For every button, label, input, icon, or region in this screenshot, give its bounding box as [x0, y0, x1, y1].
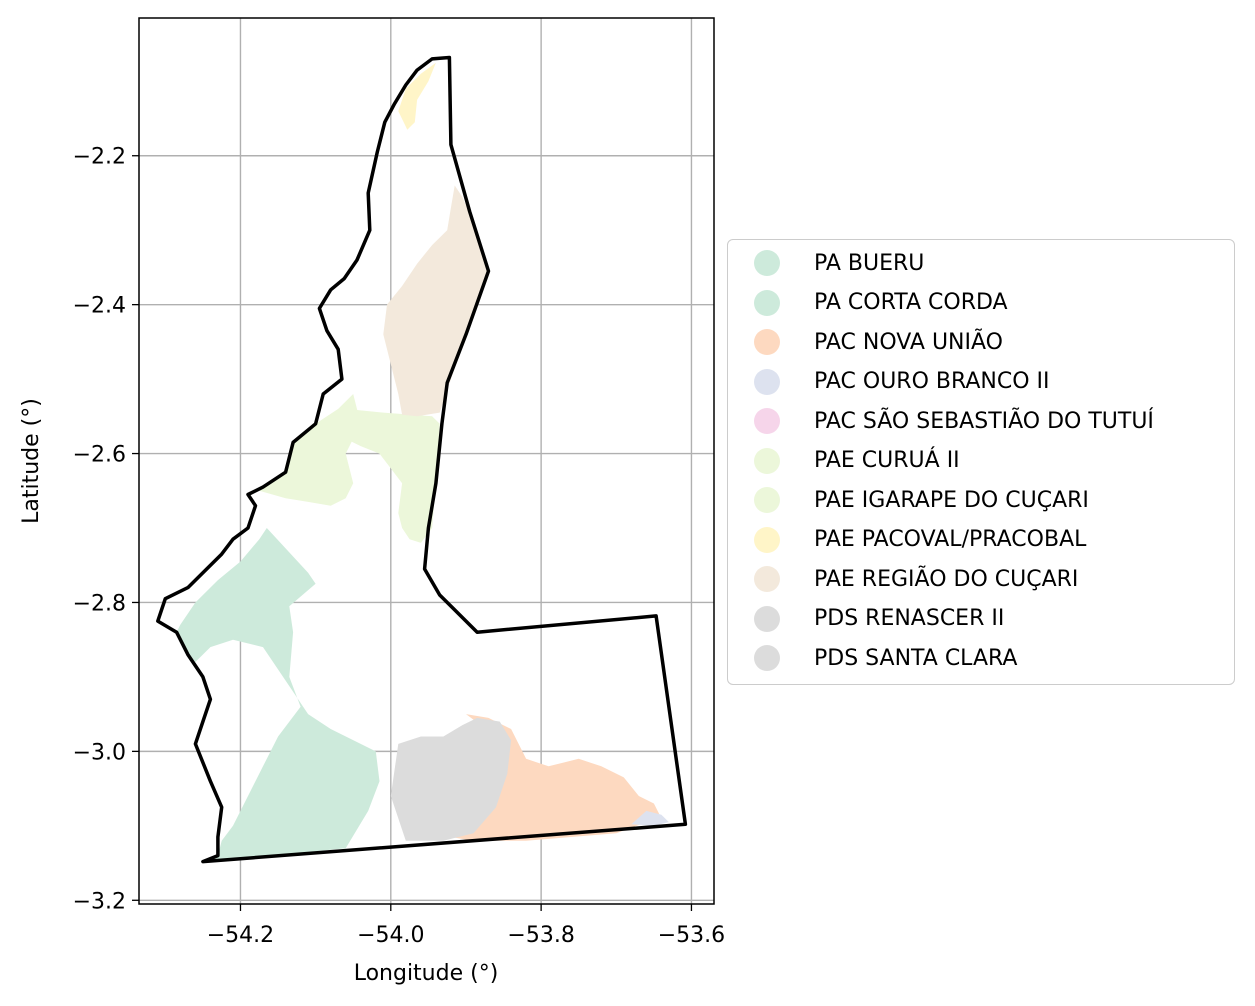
- x-axis-title: Longitude (°): [354, 961, 499, 986]
- y-tick-label-3: −2.8: [73, 591, 126, 616]
- x-tick-label-1: −54.0: [357, 923, 424, 948]
- legend-label: PAC NOVA UNIÃO: [814, 329, 1003, 355]
- region-polygon-5: [398, 62, 436, 130]
- legend-swatch: [754, 645, 780, 671]
- x-tick-label-2: −53.8: [507, 923, 574, 948]
- legend-item: PAC OURO BRANCO II: [728, 367, 1050, 397]
- plot-frame: [138, 17, 715, 905]
- y-axis-title: Latitude (°): [19, 398, 44, 524]
- legend-swatch: [754, 250, 780, 276]
- region-polygon-7: [390, 717, 512, 841]
- region-polygon-0: [176, 528, 380, 862]
- legend-label: PAE REGIÃO DO CUÇARI: [814, 566, 1079, 592]
- legend-label: PA BUERU: [814, 250, 925, 276]
- y-tick-label-0: −2.2: [73, 145, 126, 170]
- legend-item: PAE IGARAPE DO CUÇARI: [728, 485, 1089, 515]
- legend-swatch: [754, 566, 780, 592]
- axis-ticks: −54.2 −54.0 −53.8 −53.6 −2.2 −2.4 −2.6 −2.8 −3.0…: [73, 145, 726, 948]
- legend-item: PAE PACOVAL/PRACOBAL: [728, 525, 1086, 555]
- legend-swatch: [754, 289, 780, 316]
- legend-item: PAE REGIÃO DO CUÇARI: [728, 564, 1078, 594]
- legend-label: PAE PACOVAL/PRACOBAL: [814, 527, 1087, 552]
- region-polygon-2: [631, 810, 669, 826]
- x-tick-label-0: −54.2: [207, 923, 274, 948]
- legend-swatch: [754, 329, 780, 355]
- legend-label: PDS RENASCER II: [814, 606, 1005, 631]
- y-tick-label-4: −3.0: [73, 740, 126, 765]
- legend: PA BUERU PA CORTA CORDA PAC NOVA UNIÃO PAC …: [727, 239, 1235, 685]
- y-tick-label-5: −3.2: [73, 889, 126, 914]
- legend-swatch: [754, 526, 780, 553]
- region-polygon-6: [383, 185, 489, 417]
- legend-swatch: [754, 368, 780, 395]
- legend-label: PAE IGARAPE DO CUÇARI: [814, 487, 1089, 513]
- legend-item: PDS RENASCER II: [728, 604, 1004, 634]
- legend-swatch: [754, 408, 780, 434]
- region-polygons: [176, 62, 669, 862]
- region-polygon-4: [259, 394, 361, 506]
- y-tick-label-1: −2.4: [73, 294, 126, 319]
- legend-swatch: [754, 605, 780, 632]
- boundary-outline: [156, 55, 688, 864]
- y-tick-label-2: −2.6: [73, 443, 126, 468]
- legend-label: PAC SÃO SEBASTIÃO DO TUTUÍ: [814, 408, 1154, 434]
- legend-label: PAE CURUÁ II: [814, 448, 960, 473]
- legend-item: PAC NOVA UNIÃO: [728, 327, 1003, 357]
- region-polygon-3: [345, 408, 440, 543]
- legend-item: PAE CURUÁ II: [728, 446, 960, 476]
- legend-label: PDS SANTA CLARA: [814, 645, 1018, 671]
- legend-swatch: [754, 447, 780, 474]
- legend-item: PA BUERU: [728, 248, 924, 278]
- legend-item: PDS SANTA CLARA: [728, 643, 1017, 673]
- legend-item: PAC SÃO SEBASTIÃO DO TUTUÍ: [728, 406, 1154, 436]
- legend-swatch: [754, 487, 780, 513]
- legend-item: PA CORTA CORDA: [728, 288, 1008, 318]
- legend-label: PAC OURO BRANCO II: [814, 369, 1050, 394]
- x-tick-label-3: −53.6: [658, 923, 725, 948]
- legend-label: PA CORTA CORDA: [814, 290, 1008, 315]
- municipality-boundary: [156, 55, 688, 864]
